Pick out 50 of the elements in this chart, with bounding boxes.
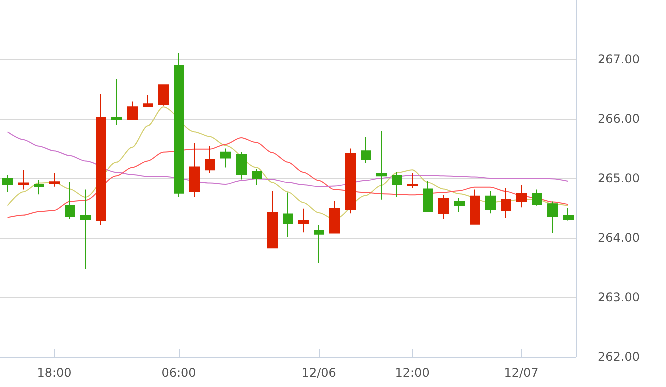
candlestick (470, 189, 480, 225)
x-tick-label: 12/06 (302, 366, 336, 380)
candlestick (407, 172, 418, 189)
candlestick (563, 208, 574, 222)
candlestick (361, 136, 371, 164)
candlestick (485, 190, 496, 214)
candlestick (532, 189, 542, 206)
x-tick-label: 18:00 (37, 366, 72, 380)
y-tick-label: 267.00 (598, 52, 640, 66)
candlestick (438, 194, 449, 220)
line-series (7, 138, 569, 218)
candlestick (2, 175, 13, 193)
candlestick (205, 146, 215, 174)
x-tick-label: 12/07 (504, 366, 539, 380)
candlestick (392, 171, 402, 198)
candlestick (96, 94, 106, 226)
candlestick (143, 94, 153, 108)
candlestick (34, 180, 44, 196)
candlestick (345, 148, 356, 214)
y-tick-label: 262.00 (598, 350, 640, 364)
y-tick-label: 266.00 (598, 112, 640, 126)
candlestick (501, 188, 511, 219)
candlestick (18, 170, 29, 190)
candlestick (547, 201, 558, 234)
y-tick-label: 264.00 (598, 231, 640, 245)
y-tick-label: 265.00 (598, 172, 640, 186)
candlestick (298, 208, 309, 234)
x-tick-label: 12:00 (395, 366, 430, 380)
candlestick (49, 172, 60, 188)
candlestick (189, 142, 200, 198)
line-series (7, 132, 569, 188)
candlestick (236, 152, 247, 180)
x-tick-label: 06:00 (162, 366, 196, 380)
candlestick (220, 148, 231, 168)
candlestick (65, 182, 75, 220)
candlestick (329, 200, 340, 234)
candlestick (111, 78, 122, 126)
y-tick-label: 263.00 (598, 290, 640, 304)
candlestick (376, 130, 387, 200)
candlestick (283, 192, 293, 238)
candlestick (158, 84, 169, 106)
candlestick (454, 198, 465, 213)
candlestick (267, 190, 278, 249)
candlestick (127, 101, 138, 120)
candlestick (80, 189, 91, 270)
candlestick (314, 225, 324, 264)
candlestick (174, 53, 184, 198)
candlestick (252, 168, 262, 186)
candlestick (423, 180, 433, 213)
candlestick (516, 184, 527, 208)
